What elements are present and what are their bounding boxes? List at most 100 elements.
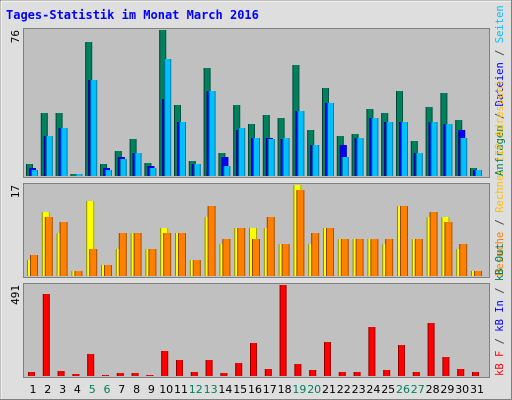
kbytes-bar [72, 374, 80, 376]
day-label: 4 [74, 383, 81, 396]
visits-bar [444, 222, 453, 276]
pages-bar [90, 80, 98, 176]
bottom-panel-legend: kB F / kB In / kB Out [494, 243, 506, 376]
middle-ymax-label: 17 [9, 185, 22, 198]
pages-bar [238, 128, 246, 176]
visits-bar [370, 239, 379, 276]
day-label: 22 [337, 383, 351, 396]
day-label: 13 [204, 383, 218, 396]
kbytes-bar [131, 373, 139, 376]
legend-part: kB F [494, 351, 506, 376]
day-label: 2 [44, 383, 51, 396]
kbytes-bar [472, 372, 479, 376]
pages-bar [267, 139, 275, 176]
pages-bar [45, 136, 53, 176]
pages-bar [401, 122, 408, 176]
pages-bar [430, 122, 438, 176]
pages-bar [193, 164, 201, 176]
day-label: 20 [307, 383, 321, 396]
day-label: 1 [30, 383, 37, 396]
visits-bar [207, 206, 216, 276]
kbytes-bar [190, 372, 198, 376]
top-ymax-label: 76 [9, 30, 22, 43]
day-label: 21 [322, 383, 336, 396]
visits-bar [340, 239, 349, 276]
legend-part: Seiten [494, 5, 506, 43]
top-panel-legend: Anfragen / Dateien / Seiten [494, 5, 506, 176]
visits-bar [400, 206, 408, 276]
visits-bar [296, 190, 305, 276]
day-label: 3 [59, 383, 66, 396]
middle-panel-bars [27, 185, 482, 276]
pages-bar [297, 111, 305, 176]
day-label: 26 [396, 383, 410, 396]
kbytes-bar [176, 360, 183, 376]
pages-bar [105, 170, 112, 176]
pages-bar [312, 145, 320, 176]
day-label: 27 [411, 383, 425, 396]
pages-bar [223, 166, 231, 176]
kbytes-bar [116, 373, 124, 376]
pages-bar [119, 159, 127, 176]
kbytes-bar [457, 369, 465, 376]
day-label: 29 [440, 383, 454, 396]
hits-bar [70, 174, 78, 176]
day-label: 9 [148, 383, 155, 396]
kbytes-bar [42, 294, 50, 376]
day-label: 19 [292, 383, 306, 396]
day-label: 11 [174, 383, 188, 396]
kbytes-bar [161, 351, 169, 376]
legend-part: / [494, 106, 506, 125]
day-label: 6 [104, 383, 111, 396]
visits-bar [429, 212, 438, 276]
legend-part: Dateien [494, 62, 506, 106]
legend-part: / [494, 43, 506, 62]
kbytes-bar [87, 354, 95, 376]
kbytes-bar [383, 370, 391, 376]
kbytes-bar [324, 342, 331, 376]
kbytes-bar [279, 285, 287, 376]
pages-bar [445, 124, 453, 176]
visits-bar [118, 233, 127, 276]
day-labels: 1 2 3 4 5 6 7 8 9 10 11 12 13 14 15 16 17 18 19 20 21 22 23 24 2… [30, 383, 485, 396]
kbytes-bar [205, 360, 213, 376]
kbytes-bar [235, 363, 243, 376]
day-label: 16 [248, 383, 262, 396]
sites-bar [86, 201, 95, 276]
pages-bar [475, 170, 482, 176]
kbytes-bar [309, 370, 317, 376]
pages-bar [341, 157, 349, 176]
legend-part: kB In [494, 300, 506, 332]
pages-bar [282, 138, 290, 176]
pages-bar [149, 168, 157, 176]
kbytes-bar [442, 357, 450, 376]
kbytes-bar [338, 372, 346, 376]
visits-bar [74, 271, 83, 276]
bottom-ymax-label: 491 [9, 285, 22, 305]
day-label: 10 [159, 383, 173, 396]
visits-bar [59, 222, 68, 276]
kbytes-bar [353, 372, 361, 376]
kbytes-bar [57, 371, 65, 376]
visits-bar [104, 265, 112, 276]
visits-bar [178, 233, 186, 276]
pages-bar [386, 122, 394, 176]
middle-panel-legend: Besuche / Rechner (IP-Adressen) [494, 80, 506, 276]
visits-bar [355, 239, 364, 276]
visits-bar [252, 239, 260, 276]
pages-bar [460, 138, 468, 176]
day-label: 5 [89, 383, 96, 396]
pages-bar [371, 118, 379, 176]
visits-bar [266, 217, 275, 276]
visits-bar [474, 271, 482, 276]
legend-part: / [494, 213, 506, 232]
pages-bar [327, 103, 334, 176]
kbytes-bar [264, 369, 272, 376]
visits-bar [163, 233, 172, 276]
visits-bar [311, 233, 320, 276]
visits-bar [237, 228, 246, 276]
legend-part: Rechner (IP-Adressen) [494, 80, 506, 213]
pages-bar [179, 122, 186, 176]
